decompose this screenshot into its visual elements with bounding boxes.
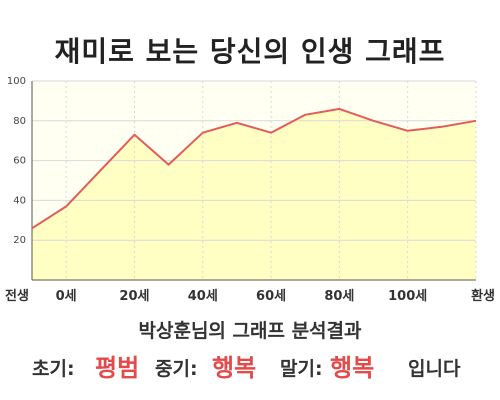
middle-value: 행복 <box>212 354 257 382</box>
middle-label: 중기: <box>155 358 198 380</box>
late-label: 말기: <box>280 358 323 380</box>
x-tick-label: 20세 <box>119 289 149 304</box>
late-value: 행복 <box>330 354 375 382</box>
early-value: 평범 <box>95 354 140 382</box>
x-tick-label: 전생 <box>5 288 29 304</box>
x-tick-label: 환생 <box>471 288 495 304</box>
analysis-result: 초기: 평범 중기: 행복 말기: 행복 입니다 <box>0 346 500 382</box>
y-tick-label: 20 <box>13 235 26 246</box>
x-tick-label: 0세 <box>56 289 77 304</box>
chart-title: 재미로 보는 당신의 인생 그래프 <box>54 35 446 68</box>
life-line <box>31 107 477 230</box>
x-tick-label: 100세 <box>388 289 427 304</box>
x-tick-label: 40세 <box>188 289 218 304</box>
y-tick-label: 80 <box>13 116 26 127</box>
y-tick-label: 40 <box>13 195 26 206</box>
life-area <box>32 108 476 281</box>
y-tick-label: 100 <box>7 76 26 87</box>
early-label: 초기: <box>32 358 75 380</box>
ending-text: 입니다 <box>408 358 461 380</box>
analysis-subtitle: 박상훈님의 그래프 분석결과 <box>138 320 362 342</box>
life-graph-chart: 20 40 60 80 100 전생 0세 20세 40세 60세 80세 100세 환생 <box>5 76 495 304</box>
x-tick-label: 80세 <box>324 289 354 304</box>
y-tick-label: 60 <box>13 156 26 167</box>
x-tick-label: 60세 <box>256 289 286 304</box>
